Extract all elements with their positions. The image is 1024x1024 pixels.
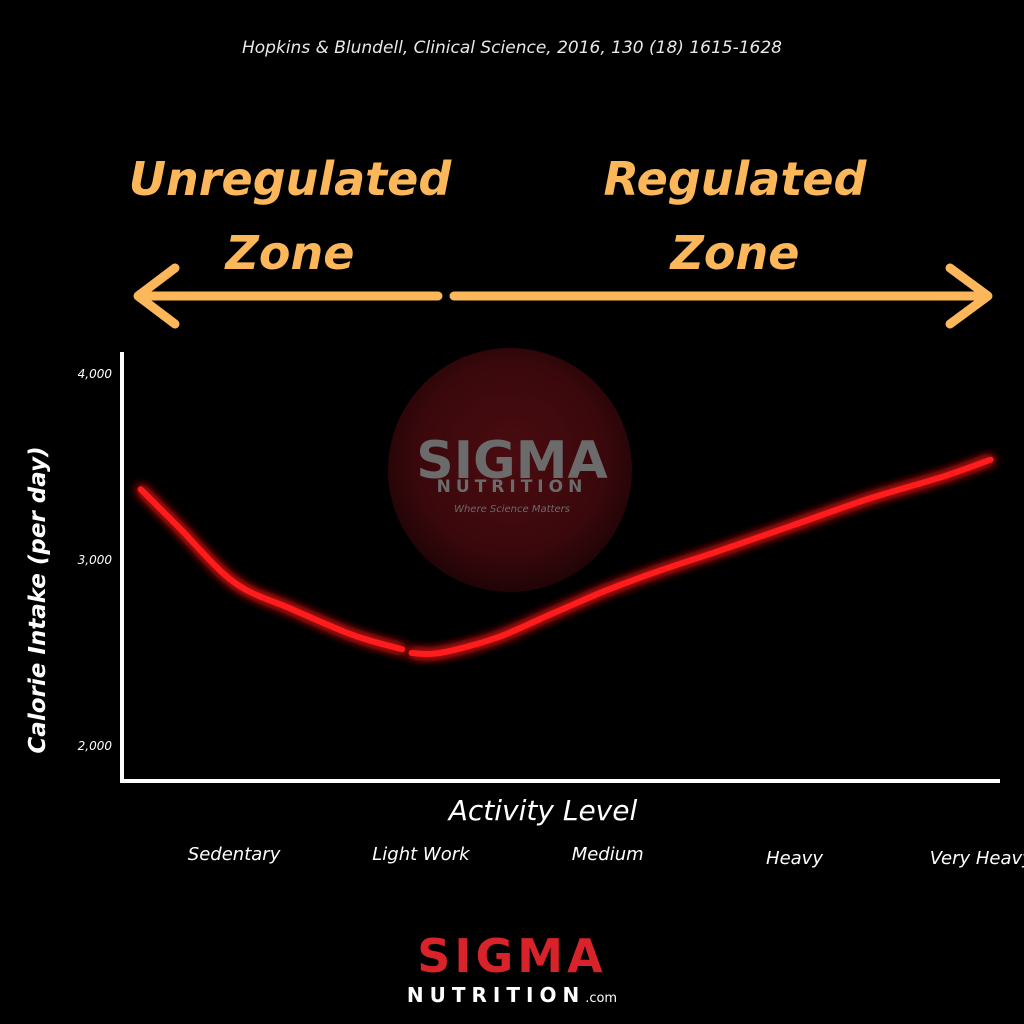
x-axis-label: Activity Level xyxy=(448,794,638,827)
regulated-zone-label: Regulated Zone xyxy=(555,142,915,290)
series-curve xyxy=(137,456,994,658)
logo-subtitle-line: NUTRITION.com xyxy=(0,982,1024,1012)
x-tick-label: Light Work xyxy=(372,844,471,865)
regulated-zone-line1: Regulated xyxy=(603,152,867,206)
x-tick-labels: Sedentary Light Work Medium Heavy Very Heavy xyxy=(188,844,1024,869)
y-axis-label: Calorie Intake (per day) xyxy=(25,446,51,754)
watermark-subtitle: NUTRITION xyxy=(437,477,588,497)
calorie-intake-line xyxy=(137,486,406,653)
unregulated-zone-arrow xyxy=(133,263,443,329)
regulated-zone-line2: Zone xyxy=(670,226,800,280)
logo-subtitle: NUTRITION xyxy=(406,983,586,1007)
source-citation: Hopkins & Blundell, Clinical Science, 20… xyxy=(242,38,782,58)
watermark-logo: SIGMA NUTRITION Where Science Matters xyxy=(388,348,632,592)
x-tick-label: Medium xyxy=(572,844,644,865)
y-tick-label: 2,000 xyxy=(78,739,113,753)
x-tick-label: Heavy xyxy=(766,848,823,869)
regulated-zone-arrow xyxy=(449,263,993,329)
unregulated-zone-label: Unregulated Zone xyxy=(110,142,470,290)
watermark-circle xyxy=(388,348,632,592)
watermark-tagline: Where Science Matters xyxy=(454,504,570,515)
logo-title: SIGMA xyxy=(417,929,607,983)
watermark-title: SIGMA xyxy=(416,431,607,491)
unregulated-zone-line1: Unregulated xyxy=(128,152,452,206)
y-tick-label: 3,000 xyxy=(78,553,113,567)
x-tick-label: Very Heavy xyxy=(930,848,1024,869)
y-tick-label: 4,000 xyxy=(78,367,113,381)
brand-logo: SIGMA NUTRITION.com xyxy=(0,930,1024,1012)
x-tick-label: Sedentary xyxy=(188,844,281,865)
unregulated-zone-line2: Zone xyxy=(225,226,355,280)
calorie-intake-line xyxy=(408,456,994,658)
y-tick-labels: 2,000 3,000 4,000 xyxy=(78,367,113,753)
logo-suffix: .com xyxy=(585,991,618,1006)
